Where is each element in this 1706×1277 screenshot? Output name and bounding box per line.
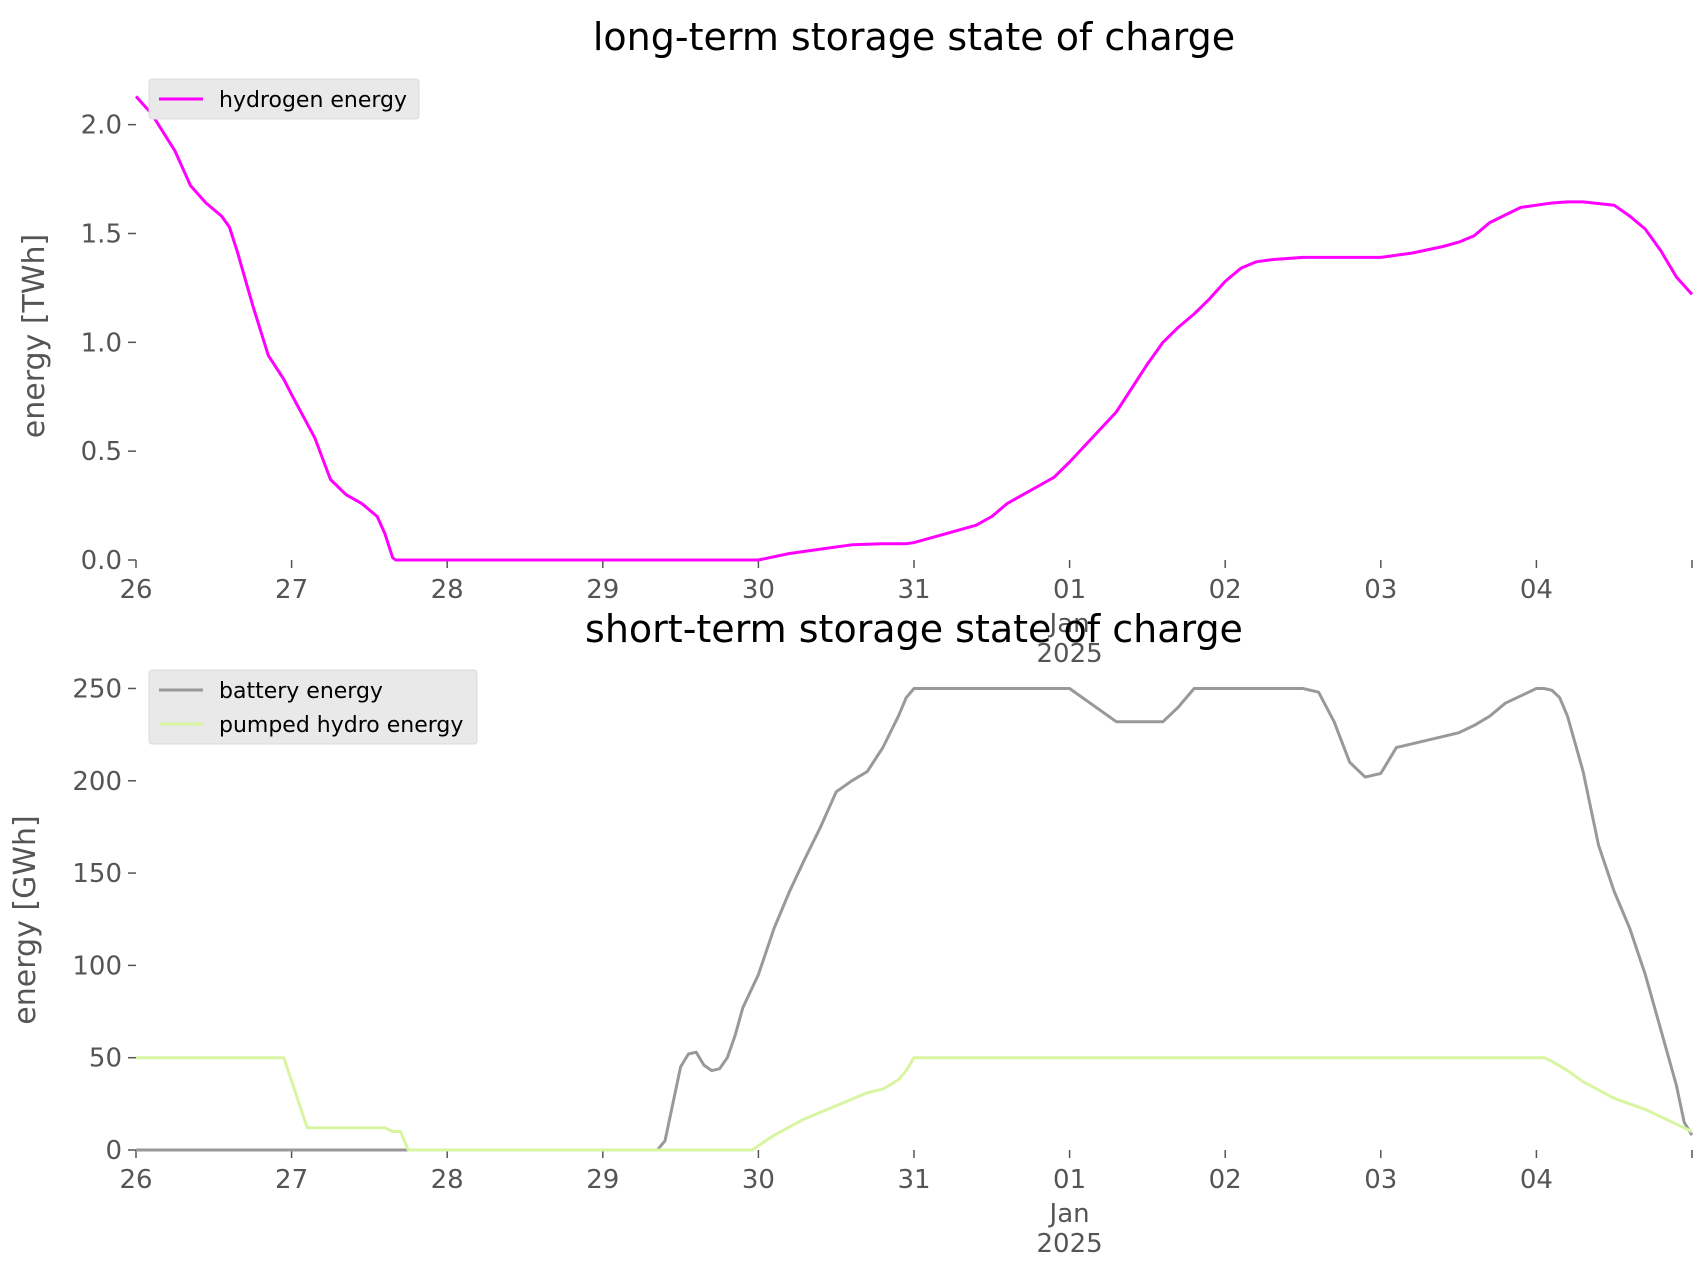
- x-tick-month-label: Jan: [1048, 609, 1090, 639]
- y-axis-label: energy [TWh]: [17, 234, 52, 438]
- x-tick-label: 28: [431, 1165, 464, 1195]
- x-tick-year-label: 2025: [1037, 1229, 1103, 1259]
- series-line-battery-energy: [136, 687, 1694, 1152]
- x-tick-month-label: Jan: [1048, 1199, 1090, 1229]
- y-tick-label: 50: [89, 1044, 122, 1074]
- x-tick-year-label: 2025: [1037, 639, 1103, 669]
- x-tick-label: 26: [119, 1165, 152, 1195]
- x-tick-label: 03: [1364, 575, 1397, 605]
- legend-entry-label: battery energy: [219, 679, 383, 704]
- legend-box: [148, 669, 478, 745]
- x-tick-label: 01: [1053, 575, 1086, 605]
- chart-title: long-term storage state of charge: [593, 15, 1235, 59]
- y-tick-label: 100: [72, 951, 122, 981]
- x-tick-label: 31: [897, 1165, 930, 1195]
- y-tick-label: 0.0: [81, 546, 122, 576]
- legend-box: [148, 78, 420, 120]
- y-tick-label: 1.5: [81, 219, 122, 249]
- y-tick-label: 0.5: [81, 437, 122, 467]
- series-line-pumped-hydro-energy: [136, 1056, 1693, 1152]
- x-tick-label: 29: [586, 1165, 619, 1195]
- chart-title: short-term storage state of charge: [585, 607, 1243, 651]
- x-tick-label: 29: [586, 575, 619, 605]
- legend-entry-label: hydrogen energy: [219, 88, 407, 113]
- long-term-storage-panel: long-term storage state of charge energy …: [17, 15, 1694, 669]
- x-tick-label: 27: [275, 575, 308, 605]
- y-tick-label: 200: [72, 767, 122, 797]
- x-tick-label: 02: [1209, 1165, 1242, 1195]
- x-tick-label: 28: [431, 575, 464, 605]
- y-axis-label: energy [GWh]: [8, 815, 43, 1024]
- legend: battery energy pumped hydro energy: [148, 669, 478, 745]
- x-tick-label: 02: [1209, 575, 1242, 605]
- y-tick-label: 2.0: [81, 111, 122, 141]
- x-tick-label: 30: [742, 1165, 775, 1195]
- x-tick-label: 26: [119, 575, 152, 605]
- x-tick-label: 04: [1520, 575, 1553, 605]
- x-tick-label: 01: [1053, 1165, 1086, 1195]
- y-tick-label: 150: [72, 859, 122, 889]
- y-tick-label: 0: [105, 1136, 122, 1166]
- legend: hydrogen energy: [148, 78, 420, 120]
- y-tick-label: 1.0: [81, 328, 122, 358]
- x-tick-label: 03: [1364, 1165, 1397, 1195]
- x-tick-label: 31: [897, 575, 930, 605]
- short-term-storage-panel: short-term storage state of charge energy…: [8, 607, 1694, 1259]
- x-tick-label: 04: [1520, 1165, 1553, 1195]
- x-tick-label: 30: [742, 575, 775, 605]
- legend-entry-label: pumped hydro energy: [219, 713, 463, 738]
- series-line-hydrogen-energy: [134, 95, 1694, 562]
- x-tick-label: 27: [275, 1165, 308, 1195]
- y-tick-label: 250: [72, 674, 122, 704]
